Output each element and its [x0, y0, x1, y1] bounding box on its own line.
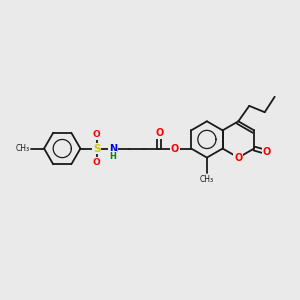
Text: CH₃: CH₃ — [15, 144, 29, 153]
Text: O: O — [155, 128, 164, 138]
Text: O: O — [93, 158, 100, 166]
Text: S: S — [93, 143, 100, 154]
Text: CH₃: CH₃ — [200, 175, 214, 184]
Text: H: H — [110, 152, 116, 161]
Text: N: N — [109, 143, 117, 154]
Text: O: O — [93, 130, 100, 140]
Text: O: O — [234, 153, 242, 163]
Text: O: O — [171, 143, 179, 154]
Text: O: O — [263, 147, 271, 157]
